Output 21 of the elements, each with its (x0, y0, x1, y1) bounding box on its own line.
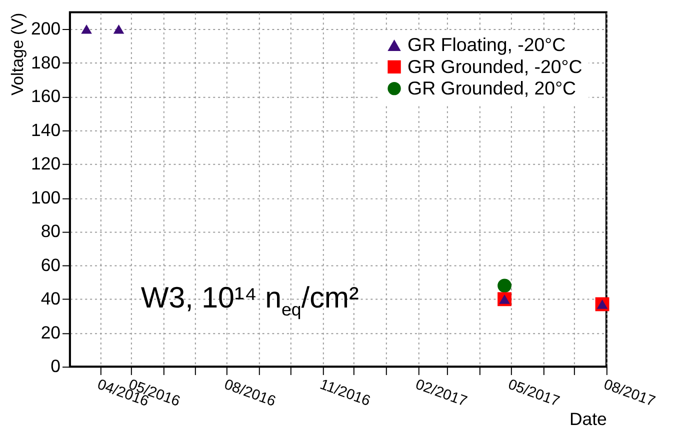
point (81, 24, 92, 34)
y-tick-label: 0 (50, 356, 61, 376)
x-axis-title: Date (570, 408, 608, 429)
y-tick-label: 140 (30, 120, 61, 140)
y-tick-label: 40 (40, 288, 61, 309)
point (498, 278, 512, 293)
legend-label: GR Floating, -20°C (408, 34, 566, 56)
point (113, 24, 124, 34)
y-tick-label: 120 (30, 154, 61, 174)
y-axis-title: Voltage (V) (8, 12, 28, 96)
y-tick-label: 160 (30, 86, 61, 106)
y-tick-label: 60 (40, 254, 61, 275)
y-tick-label: 200 (30, 18, 61, 39)
y-tick-label: 20 (40, 322, 61, 342)
y-tick-label: 80 (40, 221, 61, 242)
y-tick-label: 180 (30, 52, 61, 72)
legend-label: GR Grounded, 20°C (408, 77, 576, 98)
y-tick-label: 100 (30, 187, 61, 208)
point (596, 300, 608, 309)
x-tick-label: 11/2016 (318, 376, 372, 410)
legend-label: GR Grounded, -20°C (408, 56, 582, 77)
